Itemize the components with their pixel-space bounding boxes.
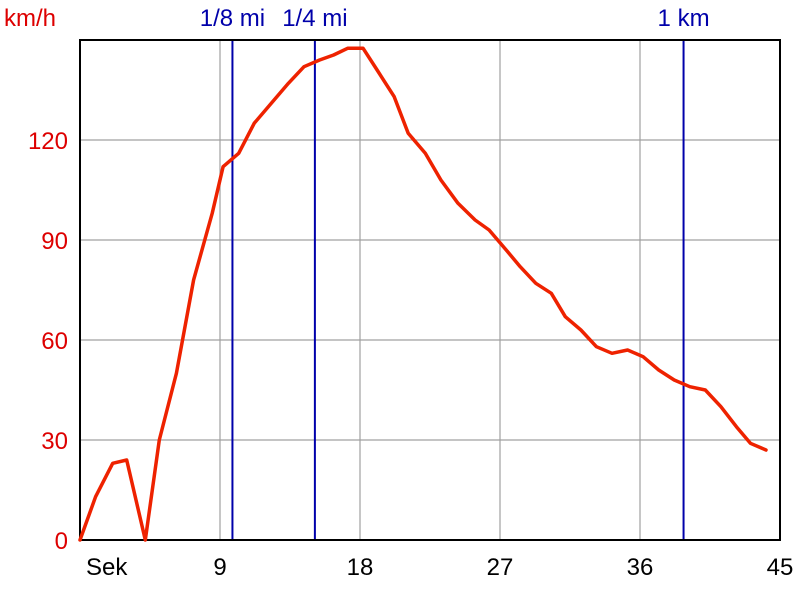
y-tick-label: 30 — [41, 428, 68, 455]
x-tick-labels: 9 18 27 36 45 — [213, 554, 793, 581]
grid-lines — [80, 40, 780, 540]
x-tick-label: 45 — [767, 554, 794, 581]
speed-line — [78, 46, 768, 542]
y-axis-label: km/h — [4, 5, 56, 32]
x-tick-label: 36 — [627, 554, 654, 581]
plot-background — [80, 40, 780, 540]
distance-marker-labels: 1/8 mi 1/4 mi 1 km — [200, 5, 710, 32]
x-tick-label: 27 — [487, 554, 514, 581]
x-axis-label: Sek — [86, 554, 128, 581]
x-tick-label: 9 — [213, 554, 226, 581]
speed-series — [78, 46, 768, 542]
y-tick-label: 0 — [55, 528, 68, 555]
distance-marker-label: 1/8 mi — [200, 5, 265, 32]
plot-frame — [79, 39, 781, 541]
y-tick-label: 90 — [41, 228, 68, 255]
distance-marker-label: 1 km — [658, 5, 710, 32]
distance-markers — [231, 40, 685, 540]
y-tick-label: 60 — [41, 328, 68, 355]
y-tick-labels: 0 30 60 90 120 — [28, 128, 68, 555]
y-tick-label: 120 — [28, 128, 68, 155]
distance-marker-label: 1/4 mi — [282, 5, 347, 32]
x-tick-label: 18 — [347, 554, 374, 581]
